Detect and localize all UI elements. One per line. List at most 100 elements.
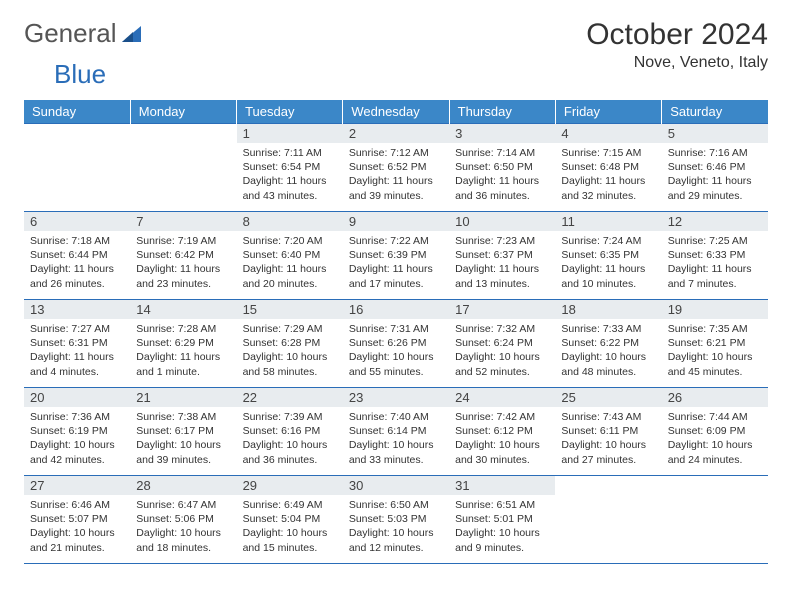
day-cell: 19Sunrise: 7:35 AMSunset: 6:21 PMDayligh…: [662, 300, 768, 388]
sunset-text: Sunset: 6:19 PM: [30, 424, 124, 438]
daylight-text: Daylight: 11 hours and 20 minutes.: [243, 262, 337, 290]
day-number: 13: [24, 300, 130, 319]
day-data: Sunrise: 7:18 AMSunset: 6:44 PMDaylight:…: [24, 231, 130, 295]
sunrise-text: Sunrise: 7:12 AM: [349, 146, 443, 160]
day-number: 16: [343, 300, 449, 319]
sunrise-text: Sunrise: 7:43 AM: [561, 410, 655, 424]
daylight-text: Daylight: 10 hours and 42 minutes.: [30, 438, 124, 466]
sunset-text: Sunset: 6:46 PM: [668, 160, 762, 174]
sunset-text: Sunset: 6:24 PM: [455, 336, 549, 350]
sunrise-text: Sunrise: 7:31 AM: [349, 322, 443, 336]
sunrise-text: Sunrise: 7:24 AM: [561, 234, 655, 248]
day-number: 10: [449, 212, 555, 231]
sunrise-text: Sunrise: 7:27 AM: [30, 322, 124, 336]
daylight-text: Daylight: 10 hours and 30 minutes.: [455, 438, 549, 466]
day-cell: 6Sunrise: 7:18 AMSunset: 6:44 PMDaylight…: [24, 212, 130, 300]
sunrise-text: Sunrise: 7:29 AM: [243, 322, 337, 336]
sunrise-text: Sunrise: 7:39 AM: [243, 410, 337, 424]
day-cell: 18Sunrise: 7:33 AMSunset: 6:22 PMDayligh…: [555, 300, 661, 388]
week-row: 27Sunrise: 6:46 AMSunset: 5:07 PMDayligh…: [24, 476, 768, 564]
day-data: Sunrise: 7:44 AMSunset: 6:09 PMDaylight:…: [662, 407, 768, 471]
weekday-monday: Monday: [130, 100, 236, 124]
daylight-text: Daylight: 10 hours and 21 minutes.: [30, 526, 124, 554]
week-row: 13Sunrise: 7:27 AMSunset: 6:31 PMDayligh…: [24, 300, 768, 388]
daylight-text: Daylight: 11 hours and 26 minutes.: [30, 262, 124, 290]
day-cell: 20 Sunrise: 7:36 AMSunset: 6:19 PMDayligh…: [24, 388, 130, 476]
day-data: Sunrise: 7:14 AMSunset: 6:50 PMDaylight:…: [449, 143, 555, 207]
day-cell: 17Sunrise: 7:32 AMSunset: 6:24 PMDayligh…: [449, 300, 555, 388]
day-cell: 14Sunrise: 7:28 AMSunset: 6:29 PMDayligh…: [130, 300, 236, 388]
sunset-text: Sunset: 6:17 PM: [136, 424, 230, 438]
logo-sail-icon: [121, 24, 143, 44]
weekday-tuesday: Tuesday: [237, 100, 343, 124]
day-cell: 24 Sunrise: 7:42 AMSunset: 6:12 PMDayligh…: [449, 388, 555, 476]
day-data: Sunrise: 7:29 AMSunset: 6:28 PMDaylight:…: [237, 319, 343, 383]
daylight-text: Daylight: 10 hours and 39 minutes.: [136, 438, 230, 466]
day-number: 3: [449, 124, 555, 143]
sunrise-text: Sunrise: 7:36 AM: [30, 410, 124, 424]
sunrise-text: Sunrise: 7:16 AM: [668, 146, 762, 160]
day-cell: 22Sunrise: 7:39 AMSunset: 6:16 PMDayligh…: [237, 388, 343, 476]
day-number: 28: [130, 476, 236, 495]
sunrise-text: Sunrise: 6:46 AM: [30, 498, 124, 512]
sunset-text: Sunset: 6:16 PM: [243, 424, 337, 438]
sunrise-text: Sunrise: 7:11 AM: [243, 146, 337, 160]
daylight-text: Daylight: 11 hours and 36 minutes.: [455, 174, 549, 202]
day-cell: 4Sunrise: 7:15 AMSunset: 6:48 PMDaylight…: [555, 124, 661, 212]
daylight-text: Daylight: 11 hours and 10 minutes.: [561, 262, 655, 290]
day-number: 25: [555, 388, 661, 407]
daylight-text: Daylight: 10 hours and 12 minutes.: [349, 526, 443, 554]
sunrise-text: Sunrise: 7:19 AM: [136, 234, 230, 248]
calendar-table: SundayMondayTuesdayWednesdayThursdayFrid…: [24, 100, 768, 564]
daylight-text: Daylight: 11 hours and 1 minute.: [136, 350, 230, 378]
day-number: 14: [130, 300, 236, 319]
day-number: 20: [24, 388, 130, 407]
daylight-text: Daylight: 10 hours and 36 minutes.: [243, 438, 337, 466]
daylight-text: Daylight: 10 hours and 45 minutes.: [668, 350, 762, 378]
day-cell: 11Sunrise: 7:24 AMSunset: 6:35 PMDayligh…: [555, 212, 661, 300]
day-cell: 28Sunrise: 6:47 AMSunset: 5:06 PMDayligh…: [130, 476, 236, 564]
day-cell: 21Sunrise: 7:38 AMSunset: 6:17 PMDayligh…: [130, 388, 236, 476]
day-cell: 1Sunrise: 7:11 AMSunset: 6:54 PMDaylight…: [237, 124, 343, 212]
day-number: 27: [24, 476, 130, 495]
weekday-header-row: SundayMondayTuesdayWednesdayThursdayFrid…: [24, 100, 768, 124]
empty-cell: [130, 124, 236, 212]
day-data: Sunrise: 7:32 AMSunset: 6:24 PMDaylight:…: [449, 319, 555, 383]
day-number: 26: [662, 388, 768, 407]
sunrise-text: Sunrise: 7:42 AM: [455, 410, 549, 424]
sunset-text: Sunset: 5:06 PM: [136, 512, 230, 526]
sunrise-text: Sunrise: 6:50 AM: [349, 498, 443, 512]
empty-cell: [24, 124, 130, 212]
day-cell: 9Sunrise: 7:22 AMSunset: 6:39 PMDaylight…: [343, 212, 449, 300]
day-data: Sunrise: 6:51 AMSunset: 5:01 PMDaylight:…: [449, 495, 555, 559]
daylight-text: Daylight: 11 hours and 13 minutes.: [455, 262, 549, 290]
sunset-text: Sunset: 6:21 PM: [668, 336, 762, 350]
day-number: 24: [449, 388, 555, 407]
sunset-text: Sunset: 5:04 PM: [243, 512, 337, 526]
daylight-text: Daylight: 10 hours and 52 minutes.: [455, 350, 549, 378]
sunrise-text: Sunrise: 7:33 AM: [561, 322, 655, 336]
sunset-text: Sunset: 6:42 PM: [136, 248, 230, 262]
day-data: Sunrise: 7:12 AMSunset: 6:52 PMDaylight:…: [343, 143, 449, 207]
sunset-text: Sunset: 6:12 PM: [455, 424, 549, 438]
daylight-text: Daylight: 11 hours and 39 minutes.: [349, 174, 443, 202]
weekday-wednesday: Wednesday: [343, 100, 449, 124]
day-number: 8: [237, 212, 343, 231]
sunrise-text: Sunrise: 7:25 AM: [668, 234, 762, 248]
daylight-text: Daylight: 10 hours and 33 minutes.: [349, 438, 443, 466]
day-cell: 2Sunrise: 7:12 AMSunset: 6:52 PMDaylight…: [343, 124, 449, 212]
day-cell: 31Sunrise: 6:51 AMSunset: 5:01 PMDayligh…: [449, 476, 555, 564]
day-data: Sunrise: 7:25 AMSunset: 6:33 PMDaylight:…: [662, 231, 768, 295]
day-data: Sunrise: 7:38 AMSunset: 6:17 PMDaylight:…: [130, 407, 236, 471]
sunrise-text: Sunrise: 7:38 AM: [136, 410, 230, 424]
day-number: 18: [555, 300, 661, 319]
day-data: Sunrise: 7:22 AMSunset: 6:39 PMDaylight:…: [343, 231, 449, 295]
sunset-text: Sunset: 6:14 PM: [349, 424, 443, 438]
daylight-text: Daylight: 11 hours and 4 minutes.: [30, 350, 124, 378]
day-data: Sunrise: 7:15 AMSunset: 6:48 PMDaylight:…: [555, 143, 661, 207]
week-row: 1Sunrise: 7:11 AMSunset: 6:54 PMDaylight…: [24, 124, 768, 212]
sunrise-text: Sunrise: 7:20 AM: [243, 234, 337, 248]
day-cell: 7Sunrise: 7:19 AMSunset: 6:42 PMDaylight…: [130, 212, 236, 300]
day-cell: 25Sunrise: 7:43 AMSunset: 6:11 PMDayligh…: [555, 388, 661, 476]
sunset-text: Sunset: 6:50 PM: [455, 160, 549, 174]
